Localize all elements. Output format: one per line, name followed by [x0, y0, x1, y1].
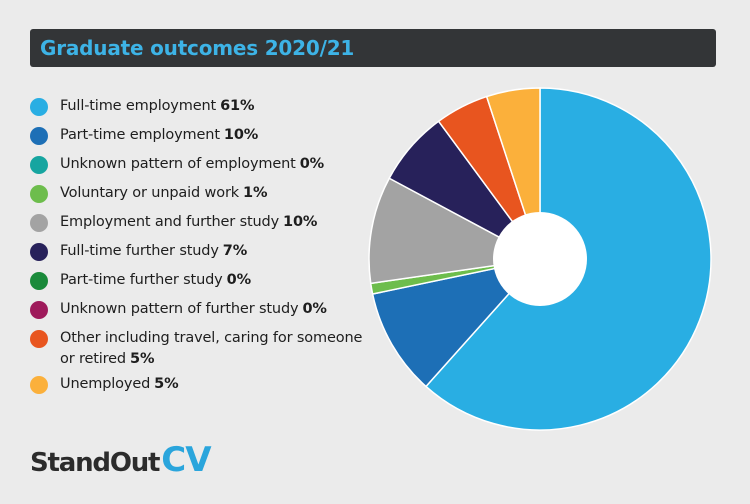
legend-swatch: [30, 185, 48, 203]
legend-label: Unknown pattern of further study: [60, 301, 299, 317]
legend-text: Unemployed 5%: [60, 374, 179, 395]
legend-item: Part-time further study 0%: [30, 270, 375, 291]
legend-item: Unknown pattern of further study 0%: [30, 299, 375, 320]
chart-title: Graduate outcomes 2020/21: [40, 36, 355, 60]
legend-value: 0%: [226, 272, 251, 288]
legend-text: Employment and further study 10%: [60, 212, 317, 233]
legend-swatch: [30, 330, 48, 348]
brand-standout-text: StandOut: [30, 448, 160, 478]
legend-label: Part-time employment: [60, 127, 220, 143]
legend-item: Voluntary or unpaid work 1%: [30, 183, 375, 204]
legend-swatch: [30, 156, 48, 174]
legend-swatch: [30, 214, 48, 232]
legend-label: Unknown pattern of employment: [60, 156, 296, 172]
legend-value: 5%: [130, 351, 155, 367]
legend-item: Full-time employment 61%: [30, 96, 375, 117]
legend-swatch: [30, 272, 48, 290]
brand-cv-text: CV: [161, 440, 211, 480]
legend-label: Full-time further study: [60, 243, 219, 259]
legend-text: Full-time further study 7%: [60, 241, 247, 262]
legend-value: 10%: [283, 214, 318, 230]
legend-value: 61%: [220, 98, 255, 114]
legend-item: Unemployed 5%: [30, 374, 375, 395]
legend-text: Part-time further study 0%: [60, 270, 251, 291]
legend-item: Full-time further study 7%: [30, 241, 375, 262]
legend-label: Voluntary or unpaid work: [60, 185, 240, 201]
legend-label: Full-time employment: [60, 98, 217, 114]
brand-logo: StandOutCV: [30, 440, 212, 480]
legend-value: 5%: [154, 376, 179, 392]
legend-value: 0%: [302, 301, 327, 317]
legend-text: Other including travel, caring for someo…: [60, 328, 375, 370]
legend-text: Unknown pattern of employment 0%: [60, 154, 324, 175]
legend-text: Part-time employment 10%: [60, 125, 258, 146]
donut-hole: [493, 212, 587, 306]
legend-value: 1%: [243, 185, 268, 201]
legend-swatch: [30, 243, 48, 261]
pie-slice: [371, 257, 543, 388]
title-bar: Graduate outcomes 2020/21: [30, 29, 716, 67]
legend-label: Unemployed: [60, 376, 151, 392]
legend-value: 7%: [222, 243, 248, 259]
legend-value: 0%: [299, 156, 325, 172]
legend-text: Full-time employment 61%: [60, 96, 254, 117]
legend-label: Employment and further study: [60, 214, 280, 230]
legend-item: Employment and further study 10%: [30, 212, 375, 233]
legend-swatch: [30, 127, 48, 145]
legend-label: Other including travel, caring for someo…: [60, 330, 363, 367]
legend-swatch: [30, 98, 48, 116]
legend-text: Voluntary or unpaid work 1%: [60, 183, 268, 204]
legend-text: Unknown pattern of further study 0%: [60, 299, 327, 320]
legend-label: Part-time further study: [60, 272, 223, 288]
legend-swatch: [30, 301, 48, 319]
legend-item: Other including travel, caring for someo…: [30, 328, 375, 370]
legend-swatch: [30, 376, 48, 394]
legend-item: Part-time employment 10%: [30, 125, 375, 146]
legend-value: 10%: [223, 127, 259, 143]
donut-chart: [368, 87, 712, 431]
legend-item: Unknown pattern of employment 0%: [30, 154, 375, 175]
